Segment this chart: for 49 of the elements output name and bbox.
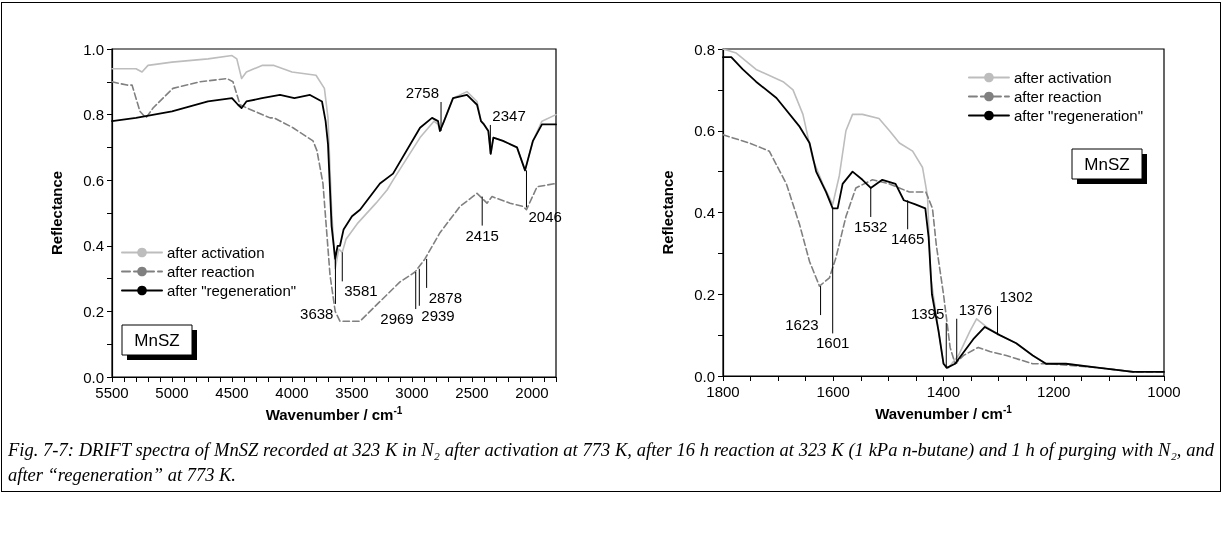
annotation: 1532 xyxy=(854,217,888,235)
legend-label: after "regeneration" xyxy=(1013,107,1143,124)
legend-label: after "regeneration" xyxy=(167,282,297,299)
x-tick-label: 4500 xyxy=(215,384,249,401)
legend-label: after reaction xyxy=(1013,88,1102,105)
legend-label: after reaction xyxy=(167,263,255,280)
caption: Fig. 7-7: DRIFT spectra of MnSZ recorded at 323 K in N₂ after activation at 773 K, after 16 h reaction at 323 K (1 kPa n-butane) and 1 h of purging with N₂, and after “regeneration” at 773 K. xyxy=(8,439,1214,487)
y-tick-label: 1.0 xyxy=(83,40,104,58)
y-tick-label: 0.8 xyxy=(694,40,715,58)
annotation: 1376 xyxy=(958,300,993,318)
annotation: 3638 xyxy=(300,304,334,322)
y-tick-label: 0.4 xyxy=(694,204,715,221)
annotation: 1601 xyxy=(816,334,850,352)
y-axis-title: Reflectance xyxy=(659,170,676,255)
annotation: 2415 xyxy=(465,226,499,244)
y-tick-label: 0.8 xyxy=(83,106,104,124)
x-tick-label: 2000 xyxy=(515,384,549,401)
y-tick-label: 0.2 xyxy=(83,302,104,320)
annotation: 2878 xyxy=(428,288,463,306)
y-tick-label: 0.2 xyxy=(694,285,715,303)
legend-label: after activation xyxy=(167,244,265,261)
x-tick-label: 1800 xyxy=(706,383,740,400)
annotation: 1623 xyxy=(785,316,819,334)
annotation: 1465 xyxy=(890,230,925,248)
annotation: 2758 xyxy=(405,84,440,101)
annotation: 2939 xyxy=(421,306,455,324)
x-tick-label: 4000 xyxy=(275,384,309,401)
annotation: 2347 xyxy=(492,106,526,124)
y-axis-title: Reflectance xyxy=(48,170,65,256)
x-tick-label: 5000 xyxy=(155,384,189,401)
x-tick-label: 1000 xyxy=(1147,383,1181,400)
x-tick-label: 3000 xyxy=(395,384,429,401)
x-tick-label: 1400 xyxy=(926,383,961,400)
annotation: MnSZ xyxy=(1084,154,1130,174)
x-tick-label: 3500 xyxy=(335,384,369,401)
x-tick-label: 2500 xyxy=(455,384,489,401)
annotation: 2969 xyxy=(380,310,414,328)
y-tick-label: 0.0 xyxy=(83,368,104,386)
y-tick-label: 0.0 xyxy=(694,367,715,385)
annotation: 3581 xyxy=(344,282,378,300)
y-tick-label: 0.6 xyxy=(83,171,104,189)
annotation: MnSZ xyxy=(134,330,180,350)
x-tick-label: 5500 xyxy=(95,384,129,401)
annotation: 1302 xyxy=(999,288,1033,306)
legend-label: after activation xyxy=(1013,69,1112,86)
y-tick-label: 0.6 xyxy=(694,122,715,140)
x-tick-label: 1600 xyxy=(816,383,850,400)
x-tick-label: 1200 xyxy=(1037,383,1071,400)
y-tick-label: 0.4 xyxy=(83,237,104,255)
